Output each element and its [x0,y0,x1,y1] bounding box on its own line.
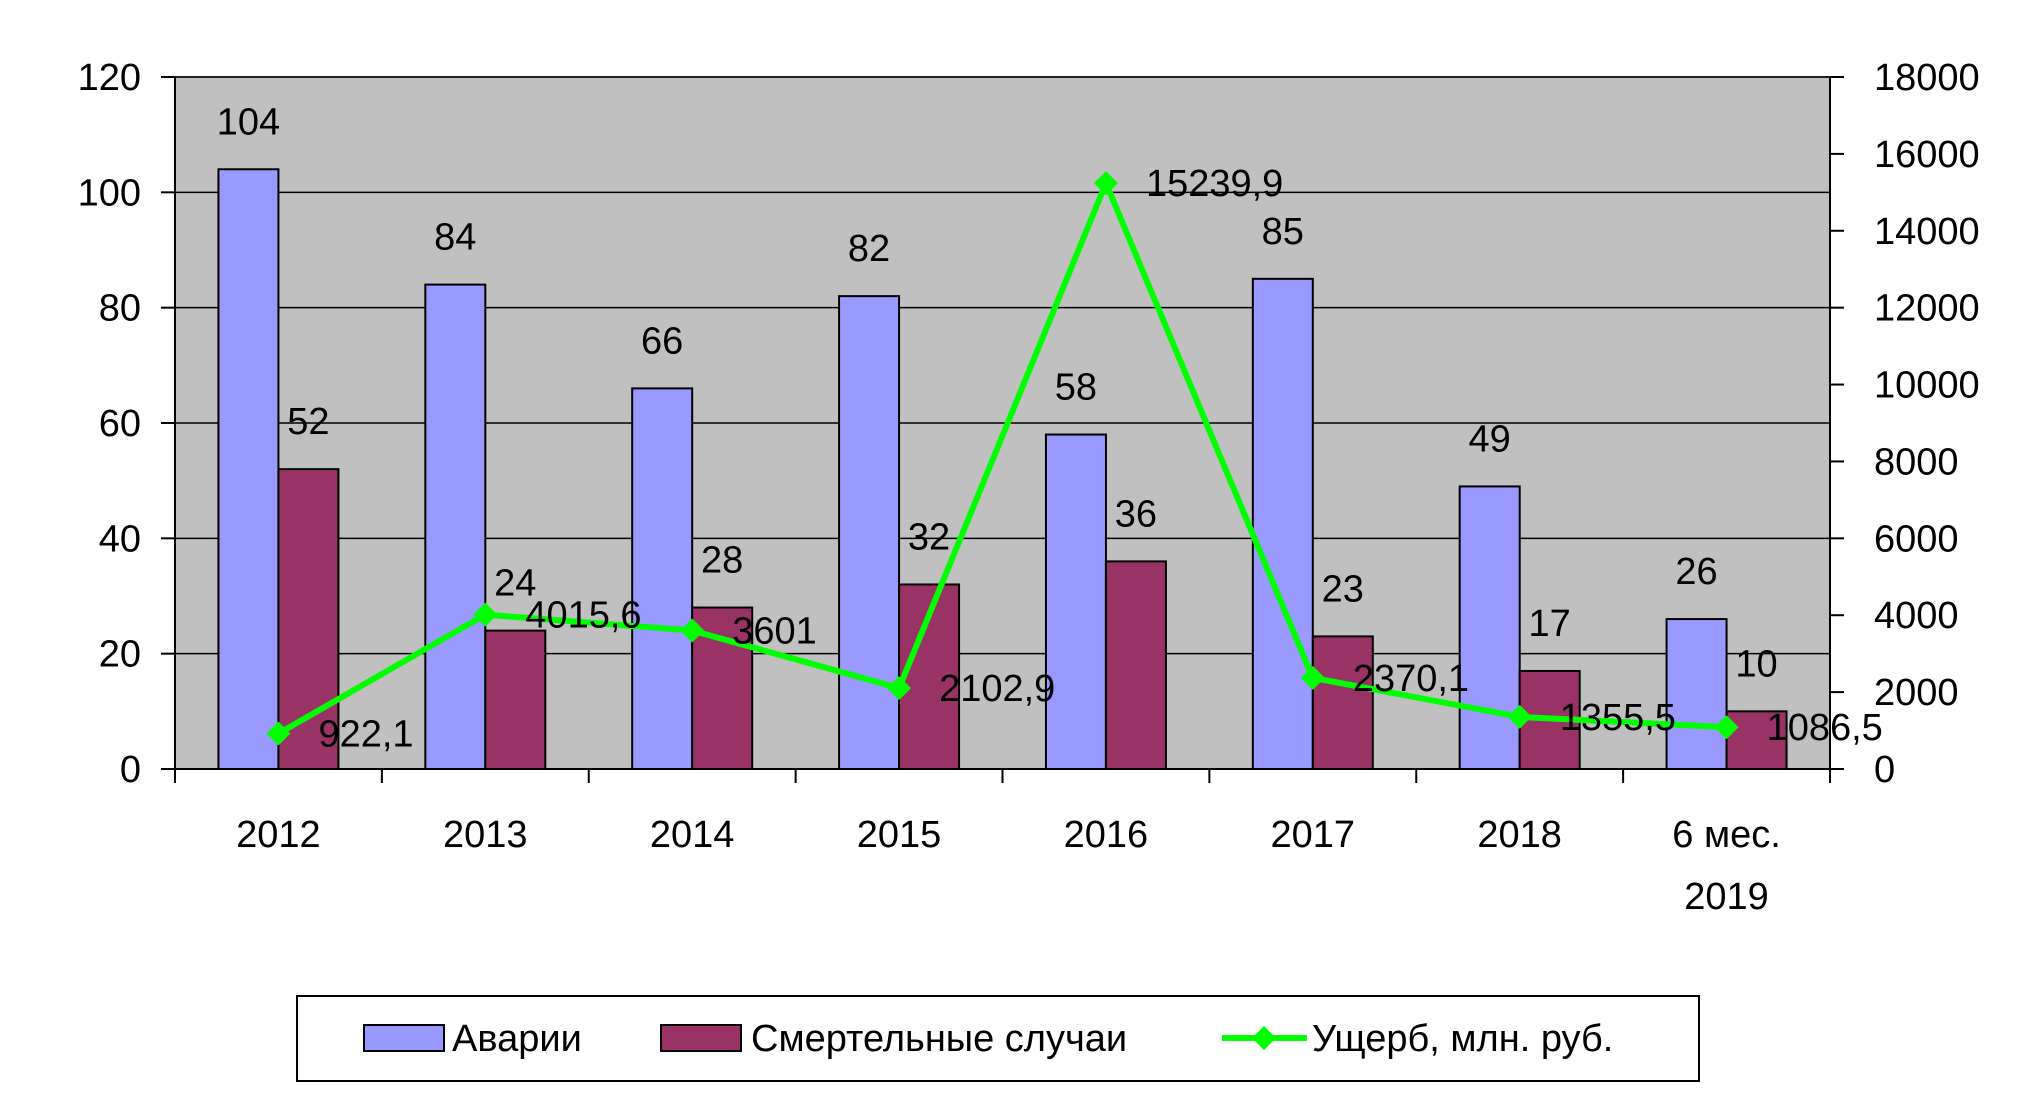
bar-value-label: 84 [434,217,476,259]
x-tick-label: 2013 [443,814,528,856]
right-tick-label: 16000 [1874,134,1980,176]
line-value-label: 1086,5 [1767,707,1883,749]
x-tick-label: 2019 [1684,876,1769,918]
bar-value-label: 32 [908,516,950,558]
bar-value-label: 82 [848,228,890,270]
bar-value-label: 66 [641,320,683,362]
bar-avarii [631,387,694,770]
bar-avarii [838,295,901,770]
x-tick-label: 2017 [1271,814,1356,856]
bar-value-label: 49 [1469,418,1511,460]
left-tick-label: 80 [99,288,141,330]
bar-value-label: 26 [1675,551,1717,593]
line-value-label: 3601 [732,611,817,653]
legend-label: Смертельные случаи [751,1018,1127,1060]
line-value-label: 922,1 [318,714,413,756]
damage-marker [887,676,912,701]
right-tick-label: 0 [1874,749,1895,791]
bar-avarii [217,168,280,770]
damage-marker [1300,665,1325,690]
x-tick-label: 2018 [1477,814,1562,856]
damage-marker [473,602,498,627]
x-tick-label: 2015 [857,814,942,856]
x-tick-label: 2012 [236,814,321,856]
right-tick-label: 6000 [1874,518,1959,560]
line-value-label: 4015,6 [525,595,641,637]
left-tick-label: 60 [99,403,141,445]
bar-deaths [484,629,547,770]
x-tick-label: 2014 [650,814,735,856]
damage-marker [1714,715,1739,740]
damage-line [276,180,1727,737]
right-tick-label: 2000 [1874,672,1959,714]
bar-value-label: 104 [217,101,280,143]
right-tick-label: 18000 [1874,57,1980,99]
line-value-label: 2102,9 [939,668,1055,710]
bar-avarii [1251,277,1314,770]
right-tick-label: 4000 [1874,595,1959,637]
left-tick-label: 20 [99,634,141,676]
legend-swatch [660,1024,742,1052]
left-tick-label: 40 [99,518,141,560]
bar-value-label: 36 [1115,493,1157,535]
axes: 0 20 40 60 80 100 120 0 2000 4000 6000 8000 10000 120… [78,57,1980,918]
bar-value-label: 10 [1735,643,1777,685]
bar-avarii [1458,485,1521,770]
legend-label: Ущерб, млн. руб. [1312,1018,1613,1060]
right-tick-label: 12000 [1874,288,1980,330]
line-value-label: 15239,9 [1146,163,1283,205]
left-tick-label: 0 [120,749,141,791]
line-value-label: 1355,5 [1560,697,1676,739]
damage-marker [1507,704,1532,729]
bar-avarii [424,283,487,770]
bar-value-label: 23 [1322,568,1364,610]
data-labels: 104 84 66 82 58 85 49 26 52 24 28 32 36 23 17 10 922,1 40… [217,101,1883,755]
bar-avarii [1665,618,1728,770]
line-value-label: 2370,1 [1353,658,1469,700]
legend: Аварии Смертельные случаи Ущерб, млн. руб. [296,995,1700,1082]
bar-value-label: 52 [287,401,329,443]
bar-avarii [1044,433,1107,770]
right-tick-label: 8000 [1874,441,1959,483]
line-series [266,171,1739,746]
x-tick-label: 2016 [1064,814,1149,856]
damage-marker [680,618,705,643]
bar-value-label: 58 [1055,367,1097,409]
bar-deaths [1104,560,1167,771]
legend-marker [1252,1026,1276,1050]
bar-deaths [1725,710,1788,770]
legend-box [296,995,1700,1082]
bar-value-label: 85 [1262,211,1304,253]
legend-label: Аварии [452,1018,582,1060]
left-tick-label: 120 [78,57,141,99]
bar-value-label: 28 [701,540,743,582]
bar-value-label: 17 [1529,603,1571,645]
legend-swatch [363,1024,445,1052]
bar-deaths [1311,635,1374,770]
damage-marker [1093,171,1118,196]
left-tick-label: 100 [78,172,141,214]
bar-value-label: 24 [494,563,536,605]
damage-marker [266,721,291,746]
right-tick-label: 10000 [1874,365,1980,407]
x-tick-label: 6 мес. [1672,814,1781,856]
right-tick-label: 14000 [1874,211,1980,253]
